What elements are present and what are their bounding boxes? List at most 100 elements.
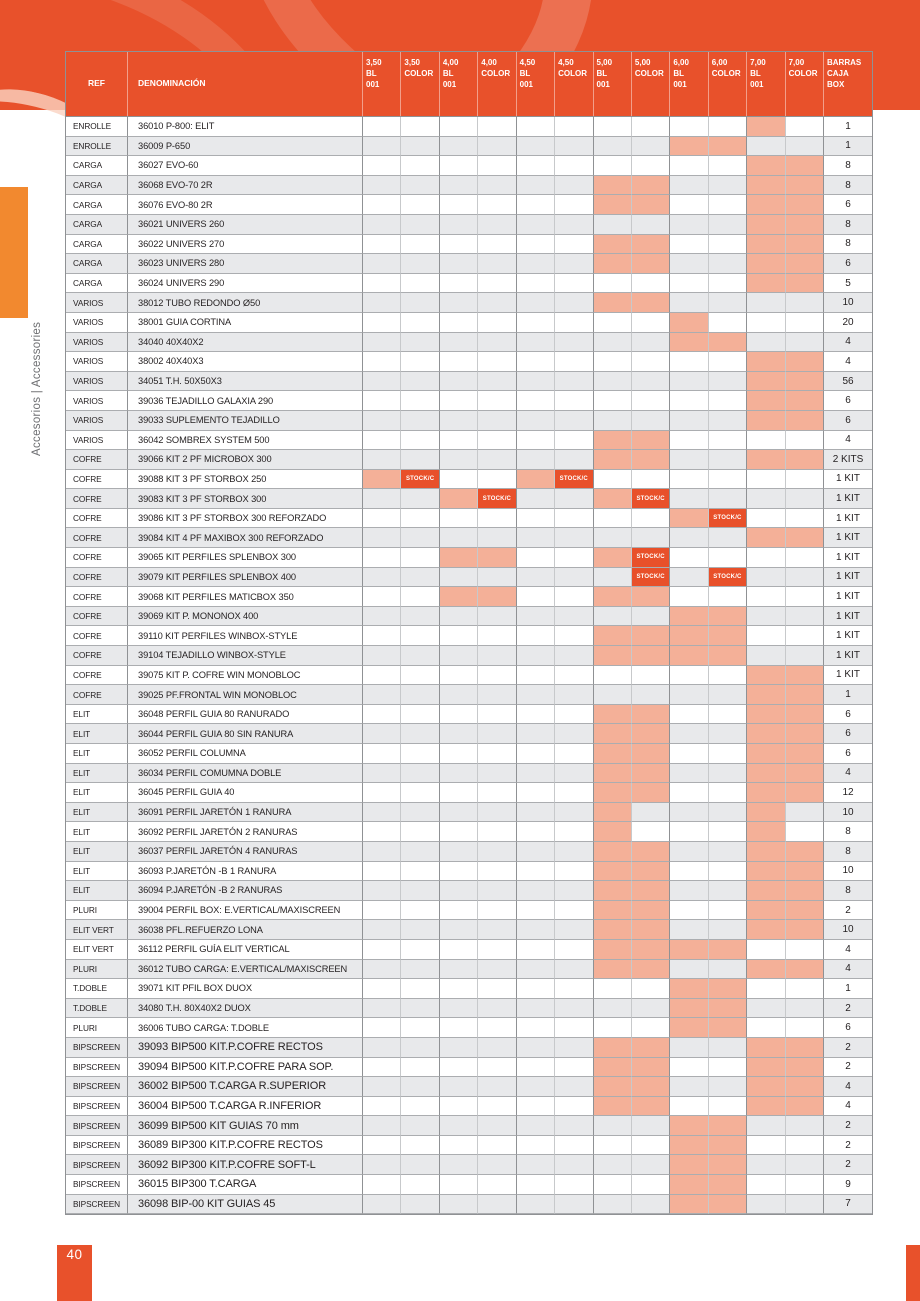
availability-cell [708,332,748,353]
availability-cell [708,606,748,627]
availability-cell [439,1116,479,1136]
row-denominacion: 39110 KIT PERFILES WINBOX-STYLE [128,626,363,647]
availability-cell [363,430,402,451]
availability-cell [747,254,786,274]
availability-cell [401,1175,440,1195]
availability-cell [363,763,402,784]
availability-cell [478,998,517,1019]
row-box-qty: 1 KIT [824,567,872,588]
availability-cell [670,1194,709,1215]
availability-cell [670,724,709,744]
table-row: BIPSCREEN 36089 BIP300 KIT.P.COFRE RECTOS… [66,1135,872,1156]
availability-cell [401,293,440,313]
availability-cell [555,117,594,137]
availability-cell [708,665,748,686]
availability-cell [670,1155,709,1176]
availability-cell [516,548,556,568]
availability-cell [785,783,824,803]
availability-cell [670,1077,709,1097]
availability-cell [708,214,748,235]
availability-cell [593,900,632,921]
availability-cell [631,822,671,842]
availability-cell [401,841,440,862]
availability-cell [785,1135,824,1156]
row-ref: CARGA [66,273,128,294]
availability-cell [478,881,517,901]
row-box-qty: 8 [824,841,872,862]
availability-cell [747,626,786,647]
col-header-denominacion: DENOMINACIÓN [128,52,363,116]
row-box-qty: 1 KIT [824,606,872,627]
availability-cell [401,410,440,431]
availability-cell [708,939,748,960]
availability-cell [363,744,402,764]
availability-cell [747,1096,786,1117]
availability-cell [555,391,594,411]
availability-cell [785,1077,824,1097]
availability-cell [363,489,402,509]
row-denominacion: 36048 PERFIL GUIA 80 RANURADO [128,704,363,725]
availability-cell [631,528,671,549]
row-box-qty: 8 [824,214,872,235]
row-ref: ELIT [66,802,128,823]
availability-cell [785,450,824,470]
row-ref: ENROLLE [66,136,128,157]
availability-cell [516,1194,556,1215]
availability-cell [478,312,517,333]
availability-cell [363,195,402,215]
availability-cell [670,391,709,411]
availability-cell [363,469,402,490]
availability-cell [747,920,786,940]
row-denominacion: 36024 UNIVERS 290 [128,273,363,294]
row-denominacion: 36093 P.JARETÓN -B 1 RANURA [128,861,363,882]
availability-cell [439,841,479,862]
availability-cell [747,1116,786,1136]
row-denominacion: 36038 PFL.REFUERZO LONA [128,920,363,940]
availability-cell [631,430,671,451]
availability-cell [478,214,517,235]
availability-cell [401,567,440,588]
availability-cell [631,371,671,392]
availability-cell [631,861,671,882]
availability-cell [593,959,632,980]
availability-cell [478,1175,517,1195]
availability-cell [631,763,671,784]
availability-cell [593,939,632,960]
availability-cell [747,685,786,705]
availability-cell [747,1057,786,1078]
availability-cell [785,900,824,921]
availability-cell [439,822,479,842]
row-box-qty: 10 [824,861,872,882]
availability-cell [478,254,517,274]
availability-cell [785,1096,824,1117]
availability-cell [747,489,786,509]
availability-cell [478,841,517,862]
availability-cell [478,175,517,196]
availability-cell [670,626,709,647]
row-box-qty: 8 [824,881,872,901]
availability-cell [555,646,594,666]
availability-cell [708,1077,748,1097]
availability-cell [670,685,709,705]
availability-cell [670,1018,709,1038]
availability-cell [593,352,632,372]
availability-cell [555,489,594,509]
availability-cell [593,626,632,647]
row-box-qty: 2 [824,1155,872,1176]
row-denominacion: 36044 PERFIL GUIA 80 SIN RANURA [128,724,363,744]
availability-cell [363,293,402,313]
availability-cell [708,704,748,725]
availability-cell [631,724,671,744]
availability-cell [363,939,402,960]
availability-cell [401,920,440,940]
availability-cell [516,606,556,627]
availability-cell [363,234,402,255]
availability-cell [439,1096,479,1117]
row-ref: VARIOS [66,332,128,353]
availability-cell [363,1057,402,1078]
availability-cell [401,822,440,842]
stock-cell: STOCK/C [555,469,594,490]
availability-cell [363,567,402,588]
row-box-qty: 6 [824,724,872,744]
availability-cell [747,273,786,294]
